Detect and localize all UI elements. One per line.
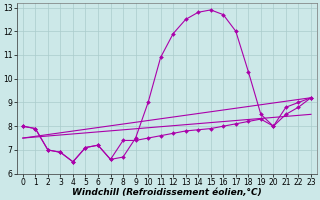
X-axis label: Windchill (Refroidissement éolien,°C): Windchill (Refroidissement éolien,°C) [72,188,262,197]
